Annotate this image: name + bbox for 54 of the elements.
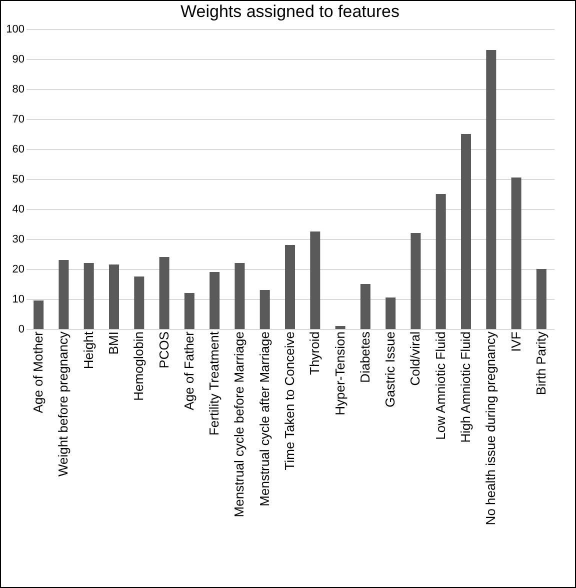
y-tick-label: 40 (12, 204, 24, 216)
x-tick-label: Birth Parity (533, 331, 548, 396)
bar (436, 194, 446, 329)
y-tick-label: 90 (12, 54, 24, 66)
bar (335, 326, 346, 329)
bar (159, 257, 170, 329)
bar (285, 245, 295, 329)
bar (134, 276, 144, 329)
bar (84, 263, 94, 329)
bar (386, 298, 396, 329)
bar (461, 134, 471, 329)
x-tick-label: Time Taken to Conceive (282, 332, 297, 470)
x-tick-label: Gastric Issue (382, 332, 398, 408)
x-tick-label: PCOS (156, 331, 172, 368)
bar (34, 300, 44, 329)
y-tick-label: 60 (12, 144, 24, 156)
x-tick-label: Height (80, 331, 96, 370)
x-tick-label: No health issue during pregnancy (483, 331, 498, 526)
x-tick-label: Age of Mother (30, 330, 46, 414)
y-tick-label: 100 (6, 24, 24, 36)
bar (536, 269, 546, 329)
x-tick-label: Age of Father (181, 330, 196, 410)
bar (360, 284, 370, 329)
x-tick-label: Cold/viral (408, 331, 423, 386)
x-tick-label: Menstrual cycle before Marriage (232, 332, 247, 518)
x-tick-label: Diabetes (357, 331, 372, 383)
y-tick-label: 70 (12, 114, 24, 126)
y-tick-label: 10 (12, 294, 24, 306)
bar (486, 50, 496, 329)
x-tick-label: Fertility Treatment (206, 331, 222, 436)
x-tick-label: Low Amniotic Fluid (432, 332, 448, 440)
bar (310, 232, 320, 329)
y-tick-label: 0 (18, 324, 24, 336)
x-tick-label: High Amniotic Fluid (458, 332, 473, 443)
chart-title: Weights assigned to features (180, 2, 400, 21)
bar (109, 264, 119, 329)
x-tick-label: IVF (508, 331, 524, 352)
bar (210, 272, 220, 329)
bar (260, 290, 270, 329)
x-tick-label: Hyper-Tension (332, 332, 348, 416)
y-tick-label: 50 (12, 174, 24, 186)
x-tick-label: BMI (106, 332, 121, 355)
x-tick-label: Menstrual cycle after Marriage (256, 332, 272, 506)
x-tick-label: Thyroid (307, 332, 322, 375)
bar (234, 263, 245, 329)
y-tick-label: 20 (12, 264, 24, 276)
bar (58, 260, 69, 329)
y-tick-label: 30 (12, 234, 24, 246)
y-tick-label: 80 (12, 84, 24, 96)
bar (511, 178, 522, 329)
x-tick-label: Weight before pregnancy (56, 331, 71, 477)
x-tick-label: Hemoglobin (131, 332, 146, 401)
bar (184, 293, 194, 329)
bar (410, 233, 421, 329)
